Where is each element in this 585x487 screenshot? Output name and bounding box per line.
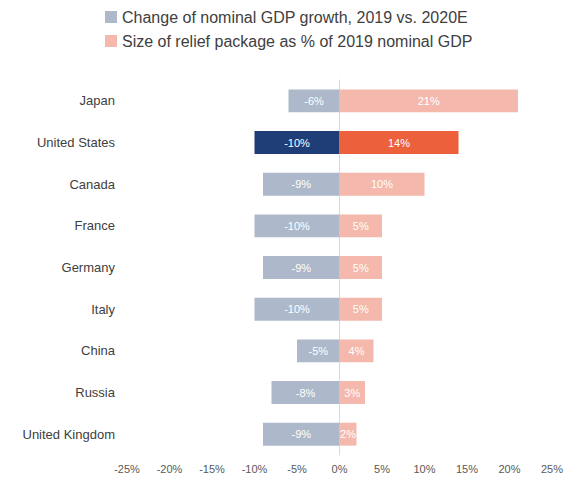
svg-text:15%: 15% xyxy=(456,463,478,475)
svg-text:-10%: -10% xyxy=(242,463,268,475)
svg-text:-20%: -20% xyxy=(157,463,183,475)
svg-text:-10%: -10% xyxy=(284,303,310,315)
svg-text:United States: United States xyxy=(37,135,116,150)
svg-text:4%: 4% xyxy=(349,345,365,357)
svg-text:2%: 2% xyxy=(340,428,356,440)
svg-text:10%: 10% xyxy=(413,463,435,475)
svg-text:25%: 25% xyxy=(541,463,563,475)
svg-text:14%: 14% xyxy=(388,137,410,149)
svg-text:5%: 5% xyxy=(353,303,369,315)
svg-text:-5%: -5% xyxy=(287,463,307,475)
svg-text:-10%: -10% xyxy=(284,137,310,149)
svg-text:France: France xyxy=(75,218,115,233)
svg-text:Russia: Russia xyxy=(75,385,116,400)
svg-text:China: China xyxy=(81,343,116,358)
svg-text:3%: 3% xyxy=(344,387,360,399)
svg-text:20%: 20% xyxy=(498,463,520,475)
svg-text:0%: 0% xyxy=(332,463,348,475)
svg-text:Italy: Italy xyxy=(91,302,115,317)
svg-text:Change of nominal GDP growth,: Change of nominal GDP growth, 2019 vs. 2… xyxy=(122,9,468,26)
svg-text:-9%: -9% xyxy=(291,262,311,274)
svg-text:-9%: -9% xyxy=(291,178,311,190)
svg-text:Size of relief package as % of: Size of relief package as % of 2019 nomi… xyxy=(122,33,472,50)
svg-text:-9%: -9% xyxy=(291,428,311,440)
svg-text:5%: 5% xyxy=(353,220,369,232)
svg-text:-25%: -25% xyxy=(114,463,140,475)
svg-text:United Kingdom: United Kingdom xyxy=(23,427,116,442)
svg-text:Germany: Germany xyxy=(62,260,116,275)
svg-text:5%: 5% xyxy=(374,463,390,475)
svg-text:10%: 10% xyxy=(371,178,393,190)
svg-text:5%: 5% xyxy=(353,262,369,274)
svg-text:21%: 21% xyxy=(418,95,440,107)
svg-text:Canada: Canada xyxy=(69,177,115,192)
svg-text:-15%: -15% xyxy=(199,463,225,475)
svg-text:-8%: -8% xyxy=(296,387,316,399)
svg-text:-6%: -6% xyxy=(304,95,324,107)
svg-text:-10%: -10% xyxy=(284,220,310,232)
svg-text:-5%: -5% xyxy=(308,345,328,357)
svg-text:Japan: Japan xyxy=(80,93,115,108)
